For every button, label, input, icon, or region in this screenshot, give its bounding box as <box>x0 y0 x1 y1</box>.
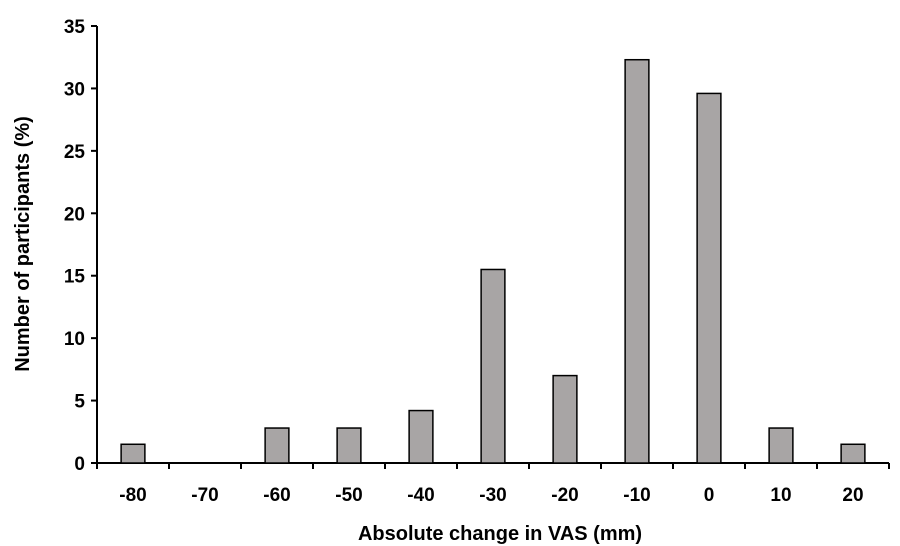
x-tick-label: -40 <box>407 485 434 506</box>
bar <box>336 427 362 464</box>
x-tick-labels: -80 -70 -60 -50 -40 -30 -20 -10 0 10 20 <box>119 485 863 506</box>
x-tick-label: -80 <box>119 485 146 506</box>
y-tick-label: 15 <box>64 267 86 288</box>
bar <box>480 268 506 464</box>
y-tick-label: 20 <box>64 204 85 225</box>
y-tick-labels: 0 5 10 15 20 25 30 35 <box>64 17 86 475</box>
y-tick-label: 35 <box>64 17 86 38</box>
x-ticks <box>96 463 890 469</box>
x-tick-label: -70 <box>191 485 218 506</box>
x-tick-label: 0 <box>704 485 715 506</box>
x-tick-label: 10 <box>770 485 791 506</box>
x-axis-title: Absolute change in VAS (mm) <box>358 523 642 545</box>
x-tick-label: -10 <box>623 485 650 506</box>
bar <box>624 58 650 464</box>
y-tick-label: 30 <box>64 79 85 100</box>
x-tick-label: -30 <box>479 485 506 506</box>
bar <box>120 443 146 464</box>
y-tick-label: 25 <box>64 142 86 163</box>
bar <box>840 443 866 464</box>
x-tick-label: -20 <box>551 485 578 506</box>
bar <box>768 427 794 464</box>
bar <box>408 409 434 464</box>
bars <box>120 58 866 464</box>
x-tick-label: -60 <box>263 485 290 506</box>
y-axis-title: Number of participants (%) <box>12 116 34 372</box>
bar <box>264 427 290 464</box>
bar <box>696 92 722 464</box>
bar <box>552 374 578 464</box>
x-tick-label: -50 <box>335 485 362 506</box>
y-ticks <box>91 25 97 464</box>
y-tick-label: 10 <box>64 329 85 350</box>
y-tick-label: 0 <box>74 454 85 475</box>
y-tick-label: 5 <box>74 392 85 413</box>
x-tick-label: 20 <box>842 485 863 506</box>
